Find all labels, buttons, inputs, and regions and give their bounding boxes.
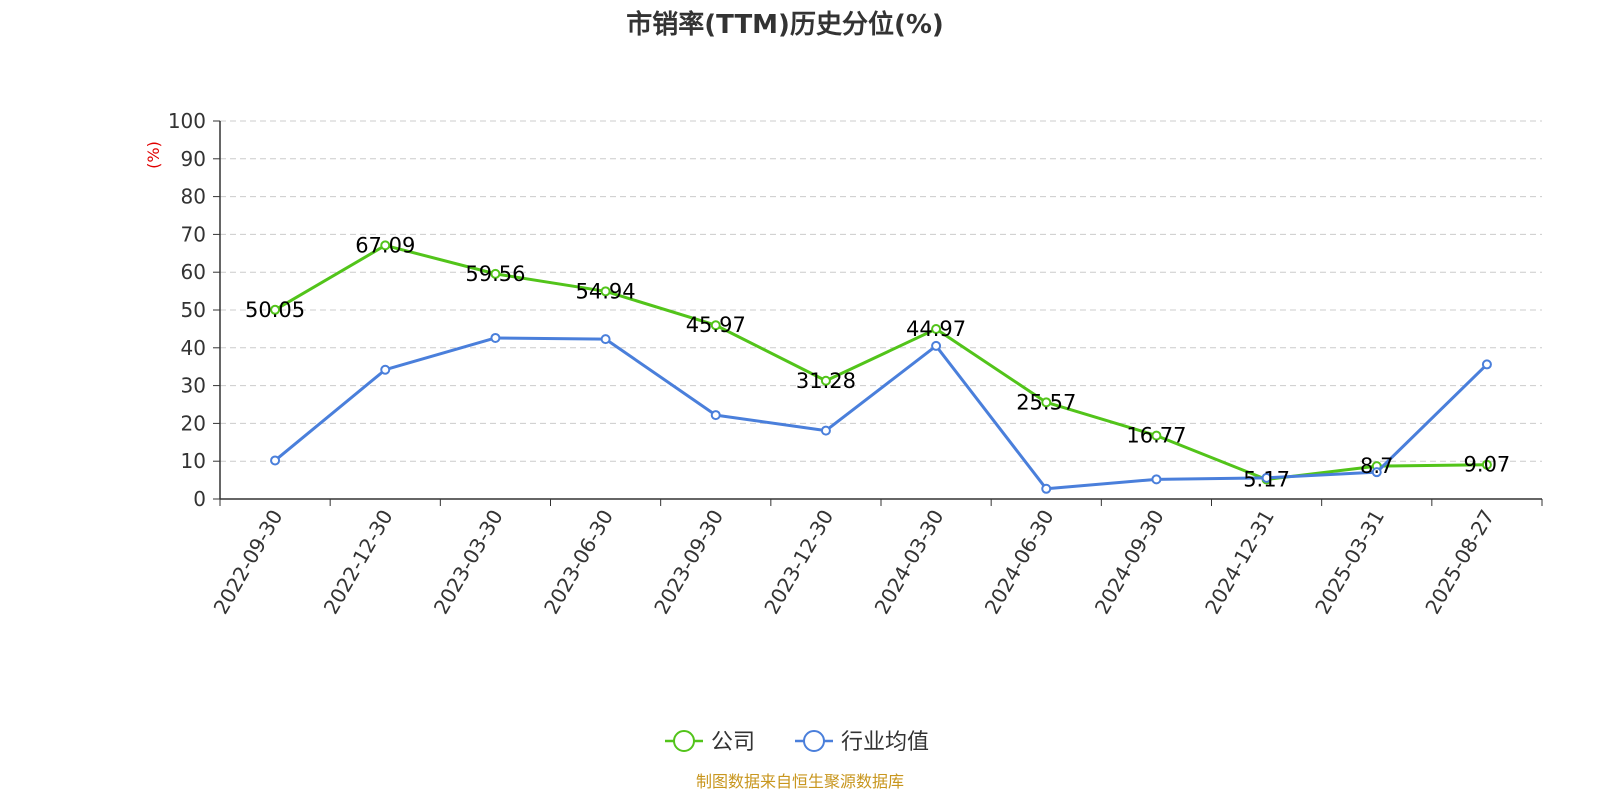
data-point[interactable] xyxy=(1041,483,1052,494)
x-tick-label: 2022-12-30 xyxy=(319,506,398,619)
data-point[interactable] xyxy=(270,455,281,466)
data-point[interactable] xyxy=(931,340,942,351)
data-label: 54.94 xyxy=(576,279,636,303)
y-tick-label: 70 xyxy=(181,222,206,246)
data-point[interactable] xyxy=(270,304,281,315)
data-point[interactable] xyxy=(1481,459,1492,470)
y-tick-label: 10 xyxy=(181,449,206,473)
data-label: 50.05 xyxy=(245,298,305,322)
data-label: 31.28 xyxy=(796,369,856,393)
legend-label: 行业均值 xyxy=(841,730,929,755)
data-label: 5.17 xyxy=(1243,467,1290,491)
x-tick-label: 2024-03-30 xyxy=(870,505,949,618)
y-tick-label: 100 xyxy=(168,109,206,133)
x-tick-label: 2023-09-30 xyxy=(649,506,728,619)
y-axis-unit-label: (%) xyxy=(144,141,163,169)
legend-swatch-circle xyxy=(803,730,825,752)
data-point[interactable] xyxy=(600,334,611,345)
grid-lines xyxy=(220,120,1542,462)
y-tick-label: 30 xyxy=(181,374,206,398)
y-tick-label: 80 xyxy=(181,185,206,209)
data-point[interactable] xyxy=(931,324,942,335)
legend-label: 公司 xyxy=(711,730,755,755)
y-tick-label: 0 xyxy=(193,487,206,511)
y-tick-label: 40 xyxy=(181,336,206,360)
source-note: 制图数据来自恒生聚源数据库 xyxy=(696,772,904,791)
data-label: 67.09 xyxy=(355,233,415,257)
series-line-0 xyxy=(274,243,1487,481)
series-line-1 xyxy=(274,336,1488,491)
y-tick-label: 20 xyxy=(181,411,206,435)
data-label: 8.7 xyxy=(1360,454,1393,478)
x-axis: 2022-09-30 2022-12-30 2023-03-30 2023-06-30… xyxy=(209,498,1543,619)
y-tick-label: 50 xyxy=(181,298,206,322)
data-point[interactable] xyxy=(490,332,501,343)
data-point[interactable] xyxy=(1481,359,1492,370)
data-point[interactable] xyxy=(1261,472,1272,483)
data-label: 25.57 xyxy=(1016,390,1076,414)
data-point[interactable] xyxy=(820,425,831,436)
series-lines xyxy=(270,240,1492,494)
y-tick-label: 90 xyxy=(181,147,206,171)
legend-swatch-circle xyxy=(673,730,695,752)
data-point[interactable] xyxy=(380,240,391,251)
x-tick-label: 2022-09-30 xyxy=(209,506,288,619)
x-tick-label: 2025-08-27 xyxy=(1420,506,1499,619)
legend-item-0[interactable]: 公司 xyxy=(665,730,755,755)
y-tick-label: 60 xyxy=(181,260,206,284)
data-label: 44.97 xyxy=(906,317,966,341)
data-point[interactable] xyxy=(1041,397,1052,408)
data-label: 16.77 xyxy=(1126,424,1186,448)
data-label: 45.97 xyxy=(686,313,746,337)
data-point[interactable] xyxy=(600,286,611,297)
x-tick-label: 2024-12-31 xyxy=(1200,506,1279,619)
x-tick-label: 2023-12-30 xyxy=(759,506,838,619)
data-label: 59.56 xyxy=(465,262,525,286)
data-point[interactable] xyxy=(1151,474,1162,485)
x-tick-label: 2024-09-30 xyxy=(1090,506,1169,619)
data-label: 9.07 xyxy=(1464,453,1511,477)
data-point[interactable] xyxy=(710,320,721,331)
legend-item-1[interactable]: 行业均值 xyxy=(795,730,929,755)
data-point[interactable] xyxy=(1371,467,1382,478)
y-axis: 0 10 20 30 40 50 60 70 80 90 100 xyxy=(168,109,221,511)
x-tick-label: 2024-06-30 xyxy=(980,506,1059,619)
x-tick-label: 2023-06-30 xyxy=(539,506,618,619)
legend[interactable]: 公司 行业均值 xyxy=(665,730,929,755)
chart-title: 市销率(TTM)历史分位(%) xyxy=(626,9,944,40)
data-point[interactable] xyxy=(820,375,831,386)
data-point[interactable] xyxy=(710,410,721,421)
x-tick-label: 2025-03-31 xyxy=(1310,506,1389,619)
data-point[interactable] xyxy=(490,268,501,279)
data-labels: 50.05 67.09 59.56 54.94 45.97 31.28 44.97 25.57… xyxy=(245,233,1510,491)
data-point[interactable] xyxy=(1151,430,1162,441)
data-point[interactable] xyxy=(380,364,391,375)
x-tick-label: 2023-03-30 xyxy=(429,505,508,618)
